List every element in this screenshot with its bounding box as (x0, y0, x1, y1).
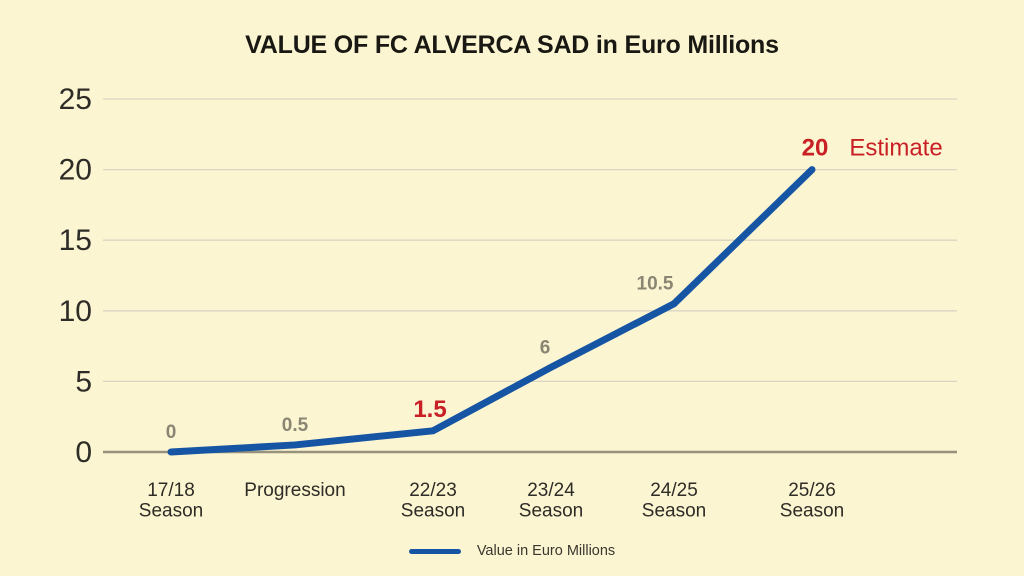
legend-line-swatch (408, 548, 461, 554)
x-axis-label: Season (519, 501, 583, 522)
x-axis-label: Season (780, 501, 844, 522)
point-label: 10.5 (637, 274, 674, 295)
point-label: 6 (540, 337, 551, 358)
point-label: 0 (166, 422, 177, 443)
point-label-layer: 0 0.5 1.5 6 10.5 20 Estimate (166, 135, 943, 443)
grid-layer (103, 98, 957, 454)
x-axis-label: Season (642, 501, 706, 522)
legend: Value in Euro Millions (0, 538, 1024, 564)
point-label: 20 (802, 135, 829, 162)
x-axis-label: 23/24 (527, 480, 575, 501)
y-tick-label: 5 (75, 365, 92, 398)
y-tick-label: 25 (59, 83, 92, 116)
y-tick-label: 15 (59, 224, 92, 257)
x-axis-label: Season (401, 501, 465, 522)
point-label: 0.5 (282, 415, 309, 436)
estimate-annotation: Estimate (849, 135, 942, 162)
x-axis-label: 17/18 (147, 480, 195, 501)
chart-title: VALUE OF FC ALVERCA SAD in Euro Millions (245, 31, 779, 59)
x-axis-label: Progression (244, 480, 345, 501)
point-label: 1.5 (413, 396, 446, 423)
y-tick-label: 20 (59, 154, 92, 187)
series-layer (167, 166, 816, 456)
x-axis-label: 25/26 (788, 480, 836, 501)
x-axis-label: 24/25 (650, 480, 698, 501)
value-line (167, 166, 816, 456)
y-tick-label: 0 (75, 436, 92, 469)
legend-label: Value in Euro Millions (476, 543, 616, 559)
x-axis-label: Season (139, 501, 203, 522)
y-tick-label: 10 (59, 295, 92, 328)
x-axis-label: 22/23 (409, 480, 457, 501)
